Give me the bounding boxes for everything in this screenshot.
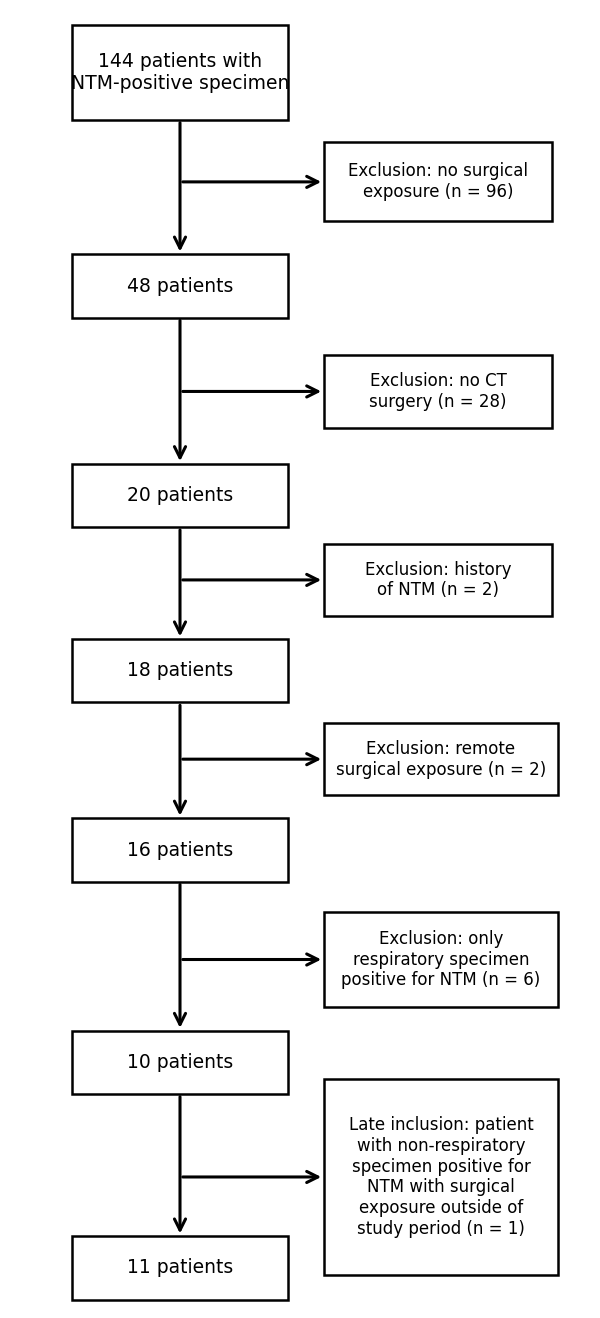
Text: Exclusion: only
respiratory specimen
positive for NTM (n = 6): Exclusion: only respiratory specimen pos… — [341, 929, 541, 990]
Bar — [72, 639, 288, 702]
Text: Exclusion: history
of NTM (n = 2): Exclusion: history of NTM (n = 2) — [365, 560, 511, 600]
Bar — [324, 722, 558, 795]
Text: 48 patients: 48 patients — [127, 277, 233, 295]
Bar — [72, 25, 288, 120]
Text: 18 patients: 18 patients — [127, 662, 233, 680]
Bar — [324, 543, 552, 616]
Bar — [72, 1031, 288, 1094]
Bar — [324, 1079, 558, 1275]
Text: 20 patients: 20 patients — [127, 486, 233, 505]
Text: 144 patients with
NTM-positive specimen: 144 patients with NTM-positive specimen — [71, 51, 289, 94]
Text: Exclusion: no CT
surgery (n = 28): Exclusion: no CT surgery (n = 28) — [369, 372, 507, 411]
Text: Exclusion: remote
surgical exposure (n = 2): Exclusion: remote surgical exposure (n =… — [336, 739, 546, 779]
Bar — [324, 912, 558, 1007]
Bar — [72, 818, 288, 882]
Bar — [72, 254, 288, 318]
Text: 11 patients: 11 patients — [127, 1259, 233, 1277]
Bar — [72, 464, 288, 527]
Text: Exclusion: no surgical
exposure (n = 96): Exclusion: no surgical exposure (n = 96) — [348, 162, 528, 202]
Text: Late inclusion: patient
with non-respiratory
specimen positive for
NTM with surg: Late inclusion: patient with non-respira… — [349, 1116, 533, 1238]
Bar — [324, 355, 552, 427]
Text: 16 patients: 16 patients — [127, 841, 233, 859]
Bar — [324, 142, 552, 221]
Bar — [72, 1236, 288, 1300]
Text: 10 patients: 10 patients — [127, 1053, 233, 1072]
